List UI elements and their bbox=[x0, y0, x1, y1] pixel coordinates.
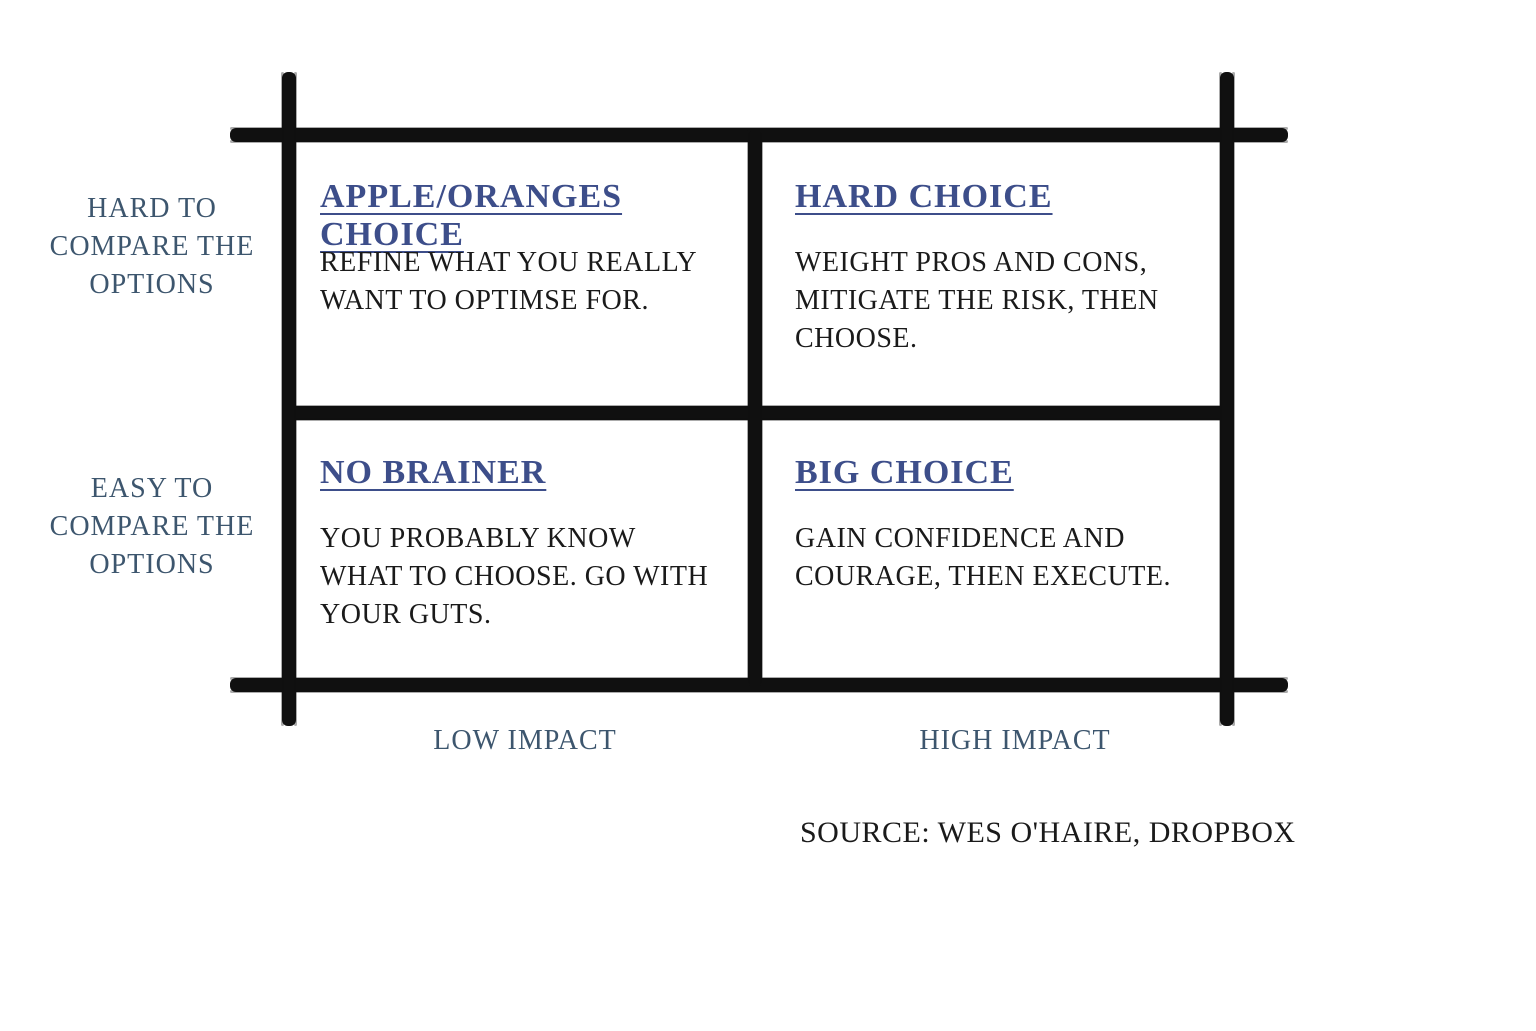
source-attribution: SOURCE: WES O'HAIRE, DROPBOX bbox=[800, 816, 1300, 850]
decision-matrix-canvas: HARD TO COMPARE THE OPTIONS EASY TO COMP… bbox=[0, 0, 1536, 1031]
grid-left-line bbox=[282, 72, 296, 726]
quadrant-bottom-right-title: BIG CHOICE bbox=[795, 454, 1195, 492]
quadrant-bottom-right-body: GAIN CONFIDENCE AND COURAGE, THEN EXECUT… bbox=[795, 520, 1205, 596]
quadrant-bottom-left-body: YOU PROBABLY KNOW WHAT TO CHOOSE. GO WIT… bbox=[320, 520, 720, 633]
grid-right-line bbox=[1220, 72, 1234, 726]
y-axis-label-bottom: EASY TO COMPARE THE OPTIONS bbox=[42, 470, 262, 583]
x-axis-label-left: LOW IMPACT bbox=[400, 725, 650, 757]
quadrant-top-right-body: WEIGHT PROS AND CONS, MITIGATE THE RISK,… bbox=[795, 244, 1195, 357]
quadrant-top-right-title: HARD CHOICE bbox=[795, 178, 1195, 216]
quadrant-top-left-body: REFINE WHAT YOU REALLY WANT TO OPTIMSE F… bbox=[320, 244, 720, 320]
quadrant-bottom-left-title: NO BRAINER bbox=[320, 454, 720, 492]
y-axis-label-top: HARD TO COMPARE THE OPTIONS bbox=[42, 190, 262, 303]
quadrant-top-left-title: APPLE/ORANGES CHOICE bbox=[320, 178, 740, 254]
x-axis-label-right: HIGH IMPACT bbox=[880, 725, 1150, 757]
grid-mid-v-line bbox=[748, 130, 762, 686]
